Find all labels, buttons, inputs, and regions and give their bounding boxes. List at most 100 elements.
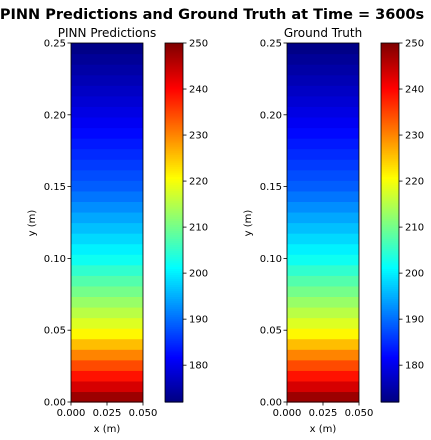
panel-pinn-predictions: PINN Predictions 0.00 0.05 0.10 0.15 0.20 0.2… <box>27 26 208 435</box>
colorbar-step <box>165 338 183 341</box>
colorbar-step <box>165 326 183 329</box>
y-tick-label: 0.10 <box>260 254 282 265</box>
heatmap-band <box>287 85 359 97</box>
colorbar-step <box>381 316 399 319</box>
colorbar-step <box>381 154 399 158</box>
colorbar-step <box>381 198 399 202</box>
colorbar-step <box>381 144 399 148</box>
colorbar-step <box>381 124 399 128</box>
colorbar-step <box>381 236 399 240</box>
colorbar-step <box>165 280 183 283</box>
colorbar-step <box>381 176 399 180</box>
heatmap-band <box>287 148 359 160</box>
colorbar-step <box>381 214 399 218</box>
colorbar-step <box>381 368 399 371</box>
colorbar-step <box>381 254 399 257</box>
colorbar-step <box>165 70 183 74</box>
colorbar-step <box>381 314 399 317</box>
colorbar-step <box>165 134 183 138</box>
colorbar-step <box>381 334 399 337</box>
colorbar-step <box>165 210 183 214</box>
colorbar-step <box>381 240 399 244</box>
colorbar-step <box>381 242 399 246</box>
heatmap-band <box>71 190 143 202</box>
colorbar-step <box>165 192 183 196</box>
colorbar-step <box>381 398 399 401</box>
colorbar-step <box>165 320 183 323</box>
colorbar-step <box>165 278 183 281</box>
heatmap-band <box>287 349 359 361</box>
heatmap-band <box>71 296 143 308</box>
colorbar-step <box>381 158 399 162</box>
colorbar-step <box>381 348 399 351</box>
colorbar-step <box>381 88 399 92</box>
colorbar-tick-label: 200 <box>189 269 208 280</box>
colorbar-step <box>381 134 399 138</box>
colorbar-step <box>381 252 399 256</box>
colorbar-step <box>165 238 183 242</box>
colorbar-step <box>165 82 183 86</box>
colorbar-step <box>381 222 399 226</box>
colorbar-step <box>381 122 399 126</box>
colorbar-step <box>381 196 399 200</box>
colorbar-step <box>165 62 183 66</box>
colorbar-step <box>381 64 399 68</box>
colorbar-tick-label: 190 <box>189 315 208 326</box>
colorbar-step <box>381 338 399 341</box>
colorbar-step <box>165 328 183 331</box>
colorbar-step <box>381 74 399 78</box>
colorbar-step <box>165 226 183 230</box>
colorbar-step <box>381 238 399 242</box>
colorbar-step <box>381 114 399 118</box>
colorbar-step <box>165 312 183 315</box>
colorbar-step <box>165 332 183 335</box>
colorbar-step <box>381 396 399 399</box>
heatmap-band <box>71 243 143 255</box>
colorbar-step <box>165 58 183 62</box>
colorbar-step <box>381 146 399 150</box>
colorbar-step <box>381 150 399 154</box>
heatmap-band <box>287 43 359 55</box>
colorbar-step <box>381 202 399 206</box>
colorbar-step <box>381 318 399 321</box>
colorbar-step <box>165 160 183 164</box>
y-tick-label: 0.15 <box>44 182 66 193</box>
colorbar-step <box>165 330 183 333</box>
colorbar-step <box>381 276 399 279</box>
xlabel-pinn: x (m) <box>94 424 121 435</box>
colorbar-step <box>165 392 183 395</box>
colorbar-step <box>165 266 183 269</box>
heatmap-band <box>287 127 359 139</box>
colorbar-step <box>381 94 399 98</box>
heatmap-band <box>71 285 143 298</box>
colorbar-step <box>381 290 399 293</box>
colorbar-step <box>381 392 399 395</box>
colorbar-step <box>165 334 183 337</box>
heatmap-band <box>71 159 143 171</box>
colorbar-step <box>165 194 183 198</box>
colorbar-step <box>381 140 399 144</box>
x-tick-label: 0.000 <box>273 408 302 419</box>
colorbar-step <box>381 346 399 349</box>
y-tick-label: 0.00 <box>44 398 66 409</box>
colorbar-step <box>381 342 399 345</box>
colorbar-step <box>381 112 399 116</box>
colorbar-step <box>165 198 183 202</box>
colorbar-step <box>381 282 399 285</box>
heatmap-band <box>71 116 143 129</box>
colorbar-step <box>165 60 183 64</box>
colorbar-tick-label: 240 <box>405 85 424 96</box>
panel-ground-truth: Ground Truth 0.00 0.05 0.10 0.15 0.20 0.25 0.… <box>243 26 424 435</box>
colorbar-step <box>165 202 183 206</box>
y-tick-label: 0.20 <box>260 110 282 121</box>
colorbar-step <box>381 370 399 373</box>
colorbar-ticks-pinn: 180 190 200 210 220 230 240 250 <box>183 39 208 372</box>
colorbar-tick-label: 220 <box>189 177 208 188</box>
colorbar-step <box>165 368 183 371</box>
colorbar-step <box>381 162 399 166</box>
colorbar-step <box>165 248 183 252</box>
heatmap-band <box>71 391 143 403</box>
colorbar-step <box>165 284 183 287</box>
colorbar-step <box>165 234 183 238</box>
heatmap-band <box>287 285 359 298</box>
